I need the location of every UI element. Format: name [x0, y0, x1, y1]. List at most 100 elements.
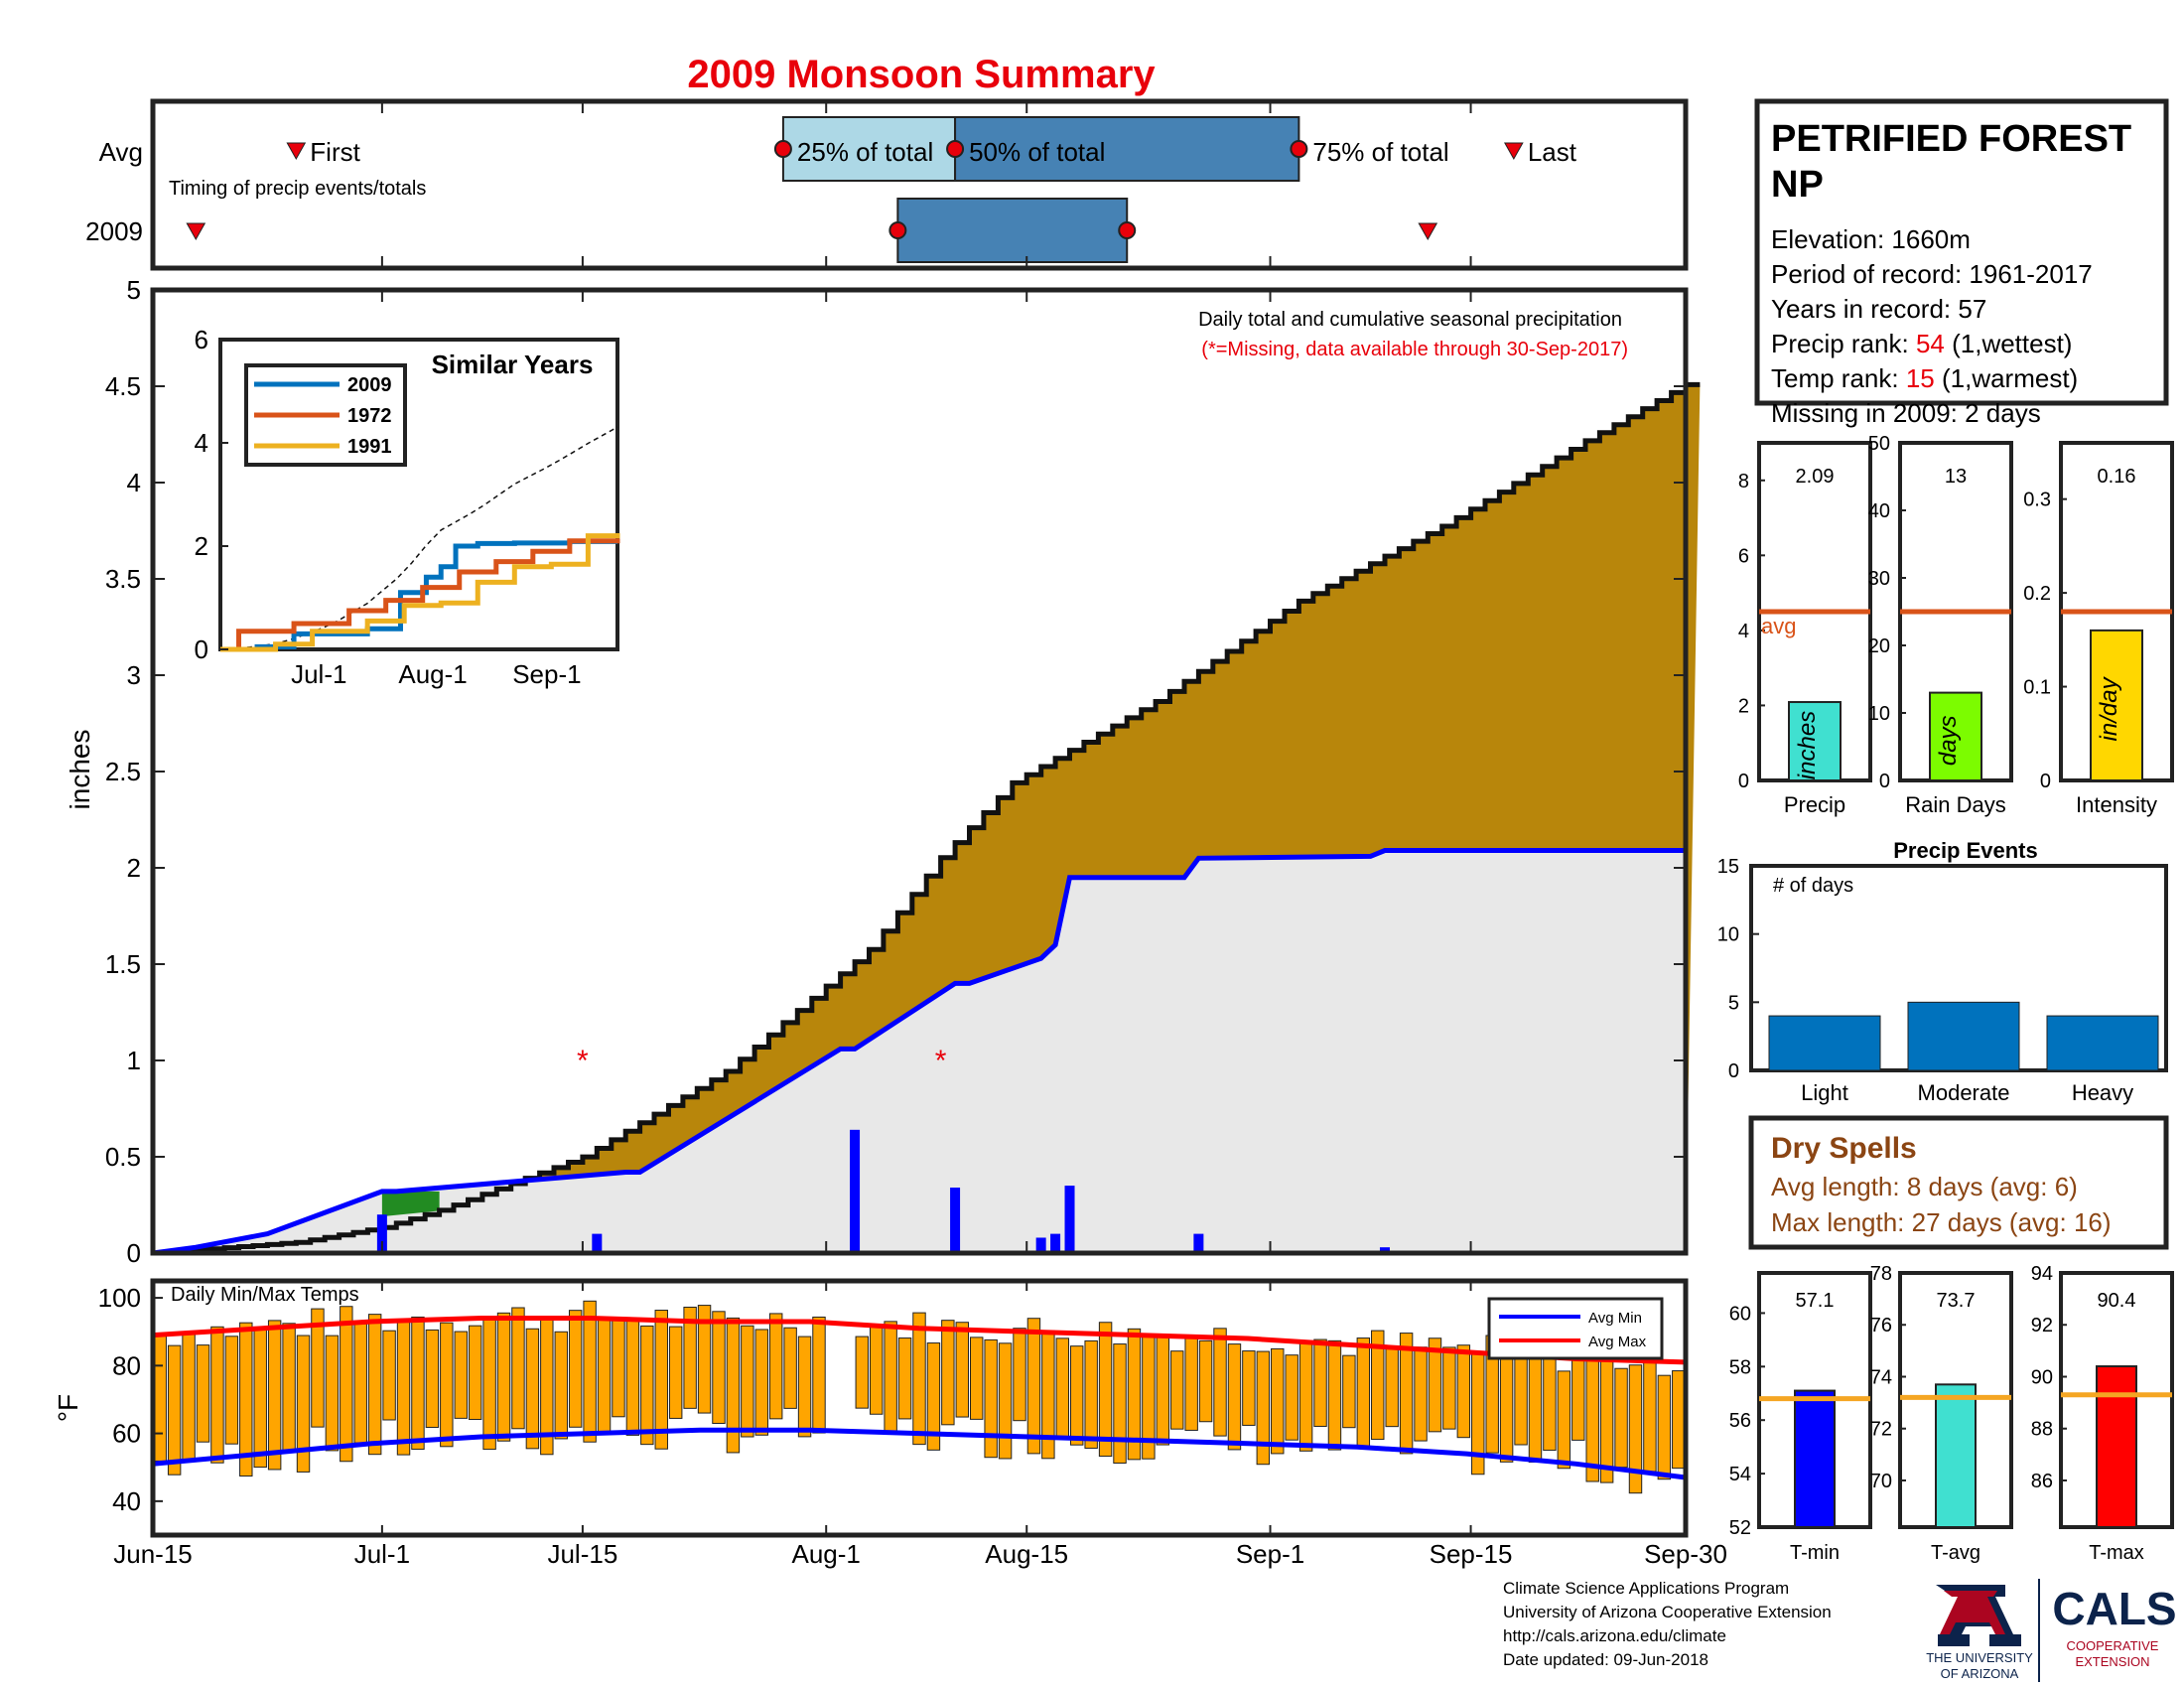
- daily-temp-bar: [1184, 1336, 1198, 1431]
- daily-temp-bar: [1227, 1343, 1242, 1451]
- daily-temp-bar: [1442, 1346, 1456, 1430]
- tmax-y-tick-0: 86: [2031, 1471, 2053, 1492]
- intensity-value: 0.16: [2098, 466, 2136, 488]
- daily-precip-bar: [592, 1233, 603, 1253]
- 2009-75-marker: [1118, 221, 1137, 239]
- daily-precip-bar: [1193, 1233, 1204, 1253]
- raindays-y-tick-4: 40: [1868, 500, 1890, 522]
- daily-temp-bar: [754, 1329, 768, 1436]
- daily-temp-bar: [998, 1342, 1013, 1460]
- event-label-2: Heavy: [2072, 1080, 2133, 1105]
- events-y-tick-2: 10: [1717, 924, 1739, 946]
- daily-temp-bar: [1428, 1337, 1442, 1433]
- avg-25-50-box: [781, 116, 957, 182]
- avg-75-label: 75% of total: [1312, 137, 1448, 167]
- daily-temp-bar: [367, 1314, 382, 1456]
- avg-50-marker: [946, 140, 965, 158]
- missing-marker: *: [577, 1045, 589, 1077]
- daily-temp-bar: [1256, 1350, 1271, 1466]
- daily-temp-bar: [454, 1331, 468, 1419]
- daily-temp-bar: [1414, 1346, 1428, 1442]
- tmax-y-tick-4: 94: [2031, 1263, 2053, 1285]
- precip-y-label: inches: [65, 730, 95, 810]
- daily-temp-bar: [683, 1306, 697, 1409]
- cals-logo-text: CALS: [2052, 1583, 2176, 1634]
- precip-y-tick-2: 4: [1738, 621, 1749, 642]
- tmin-label: T-min: [1790, 1542, 1840, 1564]
- daily-temp-bar: [884, 1321, 897, 1435]
- daily-temp-bar: [1599, 1350, 1614, 1483]
- footer-line4: Date updated: 09-Jun-2018: [1503, 1650, 1708, 1669]
- station-name-line1: PETRIFIED FOREST: [1771, 118, 2131, 160]
- daily-temp-bar: [196, 1344, 210, 1443]
- timing-marks: First 25% of total 50% of total 75% of tota…: [186, 116, 1577, 263]
- daily-temp-bar: [1356, 1337, 1371, 1448]
- station-years: Years in record: 57: [1771, 294, 1986, 324]
- inset-series-2009: [220, 538, 617, 652]
- avg-25-marker: [773, 140, 792, 158]
- daily-temp-bar: [396, 1320, 411, 1456]
- daily-temp-bar: [726, 1317, 741, 1454]
- intensity-y-tick-3: 0.3: [2023, 490, 2051, 511]
- avg-last-marker: [1503, 142, 1524, 161]
- footer-line3[interactable]: http://cals.arizona.edu/climate: [1503, 1626, 1726, 1645]
- daily-temp-bar: [1026, 1318, 1041, 1455]
- daily-temp-bar: [282, 1323, 296, 1454]
- precip-unit: inches: [1794, 711, 1821, 779]
- inset-y-tick-3: 6: [195, 325, 208, 354]
- raindays-label: Rain Days: [1905, 792, 2005, 817]
- daily-temp-bar: [955, 1322, 970, 1418]
- precip-y-tick-5: 2.5: [105, 757, 141, 786]
- daily-temp-bar: [583, 1300, 597, 1443]
- inset-series-1972: [220, 538, 620, 652]
- daily-temp-bar: [926, 1342, 941, 1451]
- inset-legend-items: 2009 1972 1991: [254, 374, 392, 458]
- daily-temp-bar: [612, 1319, 625, 1418]
- daily-temp-bar: [912, 1312, 926, 1446]
- station-name-line2: NP: [1771, 164, 1824, 206]
- dry-spells-box: [1748, 1115, 2169, 1250]
- inset-x-tick-2: Sep-1: [512, 659, 581, 689]
- temp-legend: [1487, 1297, 1664, 1360]
- tavg-y-tick-2: 74: [1870, 1366, 1892, 1388]
- daily-temp-bar: [1156, 1334, 1170, 1446]
- precip-y-tick-6: 3: [127, 660, 141, 690]
- tmin-y-tick-2: 56: [1729, 1410, 1751, 1432]
- daily-precip-bar: [950, 1188, 961, 1253]
- daily-temp-bar: [1084, 1339, 1098, 1449]
- inset-title: Similar Years: [432, 350, 594, 379]
- event-label-0: Light: [1801, 1080, 1848, 1105]
- 2009-cumulative-fill: [153, 850, 1686, 1253]
- daily-temp-bar: [1198, 1339, 1213, 1423]
- temperature-panels: 52 54 56 58 60 57.1 T-min 70 72 74 76 78 73.7 T-avg 86…: [1729, 1263, 2174, 1564]
- precip-note: Daily total and cumulative seasonal prec…: [1198, 309, 1622, 331]
- university-of-arizona-logo: THE UNIVERSITY OF ARIZONA: [1926, 1585, 2033, 1681]
- station-precip-rank: Precip rank: 54 (1,wettest): [1771, 329, 2072, 358]
- 2009-cumulative-line: [152, 848, 1689, 1256]
- daily-temp-bar: [1213, 1328, 1227, 1437]
- station-box: [1754, 98, 2169, 406]
- precip-y-tick-10: 5: [127, 275, 141, 305]
- ua-line2: OF ARIZONA: [1941, 1666, 2019, 1681]
- x-tick-label-4: Aug-15: [985, 1539, 1068, 1569]
- daily-temp-bar: [1614, 1367, 1628, 1469]
- daily-temp-bar: [1298, 1341, 1313, 1452]
- station-temp-rank: Temp rank: 15 (1,warmest): [1771, 363, 2078, 393]
- daily-temp-bar: [1585, 1351, 1599, 1482]
- event-bar-Heavy: [2046, 1015, 2159, 1071]
- daily-temp-bar: [640, 1325, 654, 1446]
- temp-panel-frame: [150, 1278, 1689, 1538]
- precip-y-tick-1: 0.5: [105, 1142, 141, 1172]
- dry-spells-max: Max length: 27 days (avg: 16): [1771, 1207, 2112, 1237]
- x-tick-label-7: Sep-30: [1644, 1539, 1727, 1569]
- precip-y-tick-3: 6: [1738, 545, 1749, 567]
- daily-temp-bar: [1327, 1339, 1342, 1451]
- tmin-y-tick-4: 60: [1729, 1303, 1751, 1325]
- daily-temp-bar: [210, 1326, 224, 1464]
- intensity-y-tick-2: 0.2: [2023, 583, 2051, 605]
- temp-panel-title: Daily Min/Max Temps: [171, 1284, 359, 1306]
- daily-temp-bar: [797, 1336, 812, 1438]
- daily-temp-bar: [1342, 1354, 1356, 1429]
